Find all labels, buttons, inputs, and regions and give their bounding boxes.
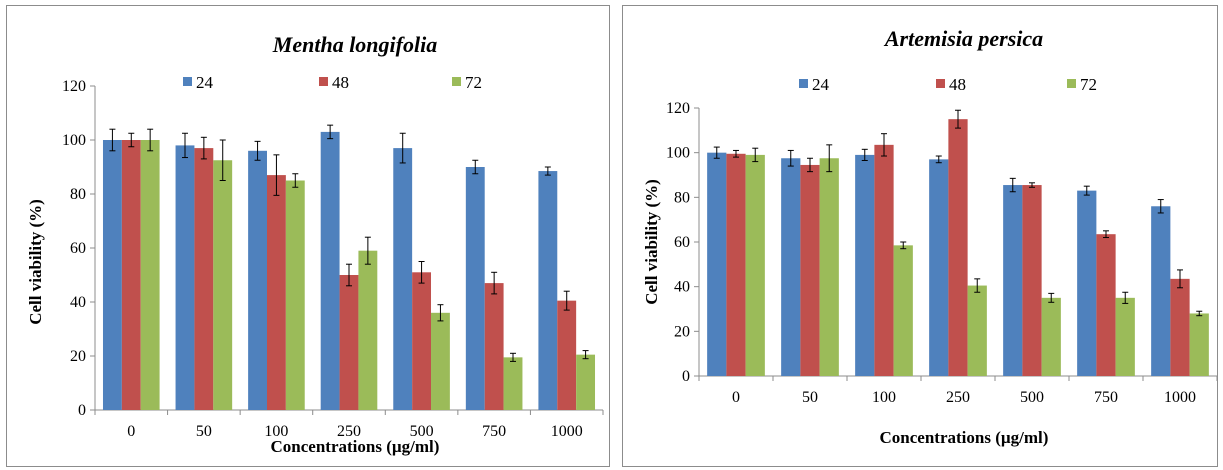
chart-mentha: Mentha longifolia 0 20 40 60 80 100 120 0 50 100 25… [26, 32, 604, 456]
y-tick-label: 20 [70, 348, 86, 365]
y-tick-label: 0 [682, 368, 690, 385]
bar-24h-750 [465, 167, 485, 410]
bar-24h-50 [175, 145, 195, 410]
bar-24h-50 [781, 158, 801, 376]
legend-swatch-48 [936, 79, 945, 88]
legend-label-72: 72 [465, 73, 482, 92]
x-tick-label: 250 [337, 423, 361, 440]
bar-24h-0 [707, 152, 727, 376]
bar-48h-50 [194, 148, 214, 410]
y-tick-label: 120 [666, 100, 690, 117]
bar-24h-1000 [1151, 206, 1171, 376]
chart-title: Artemisia persica [883, 26, 1043, 51]
legend-label-24: 24 [196, 73, 214, 92]
bar-24h-750 [1077, 190, 1097, 376]
y-tick-label: 80 [70, 186, 86, 203]
legend-label-48: 48 [332, 73, 349, 92]
bar-48h-250 [339, 275, 359, 410]
x-tick-label: 100 [264, 423, 288, 440]
y-axis-title: Cell viability (%) [26, 199, 45, 325]
legend-label-72: 72 [1080, 75, 1097, 94]
bar-24h-250 [929, 159, 949, 376]
y-tick-label: 60 [674, 234, 690, 251]
y-tick-label: 80 [674, 189, 690, 206]
chart-panel-mentha: Mentha longifolia 0 20 40 60 80 100 120 0 50 100 25… [6, 5, 610, 467]
bar-48h-0 [121, 140, 141, 410]
bar-72h-250 [967, 285, 987, 376]
bar-48h-250 [948, 119, 968, 377]
x-tick-label: 100 [872, 389, 896, 406]
legend-swatch-72 [452, 77, 461, 86]
y-tick-label: 40 [70, 294, 86, 311]
y-axis-title: Cell viability (%) [642, 179, 661, 305]
bar-72h-750 [503, 357, 523, 410]
y-tick-label: 40 [674, 279, 690, 296]
bar-72h-100 [893, 245, 913, 376]
chart-artemisia: Artemisia persica 0 20 40 60 80 100 120 0 50 100 25… [642, 26, 1218, 447]
x-tick-label: 500 [410, 423, 434, 440]
y-tick-label: 100 [666, 145, 690, 162]
bar-48h-50 [800, 164, 820, 376]
legend-swatch-48 [319, 77, 328, 86]
legend-swatch-24 [183, 77, 192, 86]
bar-24h-100 [248, 150, 267, 411]
x-tick-label: 500 [1020, 389, 1044, 406]
bar-72h-750 [1115, 297, 1135, 376]
bar-48h-500 [412, 272, 432, 410]
bar-48h-100 [874, 144, 894, 376]
bar-72h-50 [213, 160, 233, 410]
bar-24h-500 [393, 148, 413, 410]
bar-72h-50 [819, 158, 839, 376]
chart-title: Mentha longifolia [272, 32, 437, 57]
bar-72h-0 [140, 140, 160, 410]
legend-swatch-72 [1067, 79, 1076, 88]
y-tick-label: 100 [62, 132, 86, 149]
bar-24h-500 [1003, 185, 1023, 376]
x-tick-label: 0 [127, 423, 135, 440]
y-tick-label: 120 [62, 78, 86, 95]
x-tick-label: 50 [196, 423, 212, 440]
y-tick-label: 60 [70, 240, 86, 257]
x-tick-label: 0 [732, 389, 740, 406]
bar-24h-1000 [538, 171, 558, 410]
legend-label-24: 24 [812, 75, 830, 94]
bar-72h-0 [745, 154, 765, 376]
bar-24h-100 [855, 154, 875, 376]
bar-24h-250 [320, 131, 340, 410]
x-tick-label: 1000 [1164, 389, 1196, 406]
bar-48h-0 [726, 153, 746, 376]
bar-72h-500 [1041, 297, 1061, 376]
bar-72h-500 [431, 312, 450, 410]
bar-72h-1000 [1189, 313, 1209, 376]
bar-24h-0 [102, 140, 122, 410]
bar-48h-100 [266, 175, 286, 410]
x-tick-label: 250 [946, 389, 970, 406]
bar-48h-500 [1022, 185, 1042, 376]
bar-72h-100 [285, 180, 305, 410]
x-tick-label: 1000 [551, 423, 583, 440]
y-tick-label: 20 [674, 323, 690, 340]
x-tick-label: 50 [802, 389, 818, 406]
y-tick-label: 0 [78, 402, 86, 419]
x-tick-label: 750 [1094, 389, 1118, 406]
legend-label-48: 48 [949, 75, 966, 94]
bar-48h-1000 [557, 300, 577, 410]
legend-swatch-24 [799, 79, 808, 88]
bar-72h-1000 [576, 354, 596, 410]
bar-48h-750 [1096, 234, 1116, 376]
bar-72h-250 [358, 250, 378, 410]
x-axis-title: Concentrations (µg/ml) [271, 437, 440, 456]
chart-panel-artemisia: Artemisia persica 0 20 40 60 80 100 120 0 50 100 25… [622, 5, 1218, 467]
x-tick-label: 750 [482, 423, 506, 440]
bar-48h-1000 [1170, 278, 1190, 376]
x-axis-title: Concentrations (µg/ml) [880, 428, 1049, 447]
bar-48h-750 [484, 283, 504, 410]
